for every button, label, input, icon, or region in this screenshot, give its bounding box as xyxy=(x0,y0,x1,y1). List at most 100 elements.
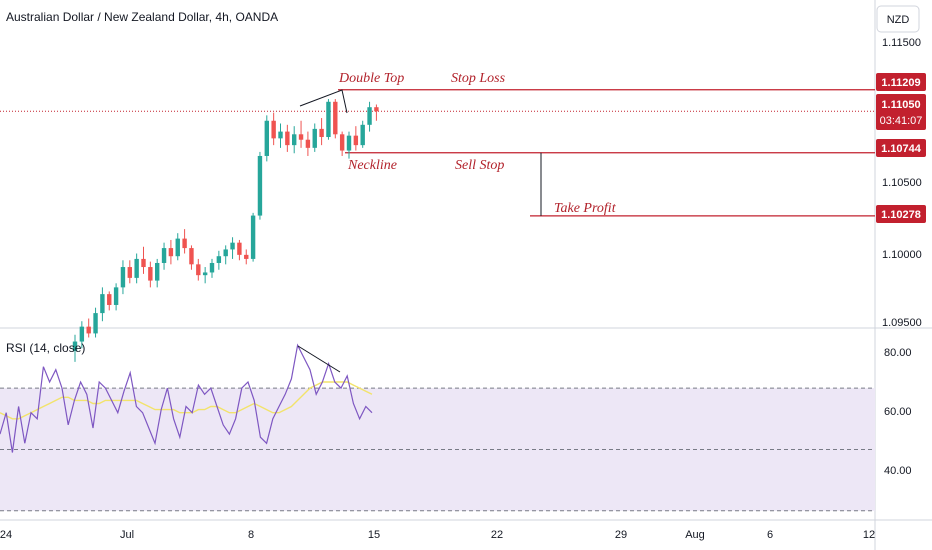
candle-body xyxy=(79,326,85,342)
candle-body xyxy=(346,135,352,151)
candle[interactable] xyxy=(339,131,345,156)
levels-layer xyxy=(0,89,875,217)
candle-body xyxy=(216,256,222,263)
price-tick-1.10000: 1.10000 xyxy=(882,249,922,261)
candle[interactable] xyxy=(353,126,359,151)
candle[interactable] xyxy=(360,120,365,148)
candle[interactable] xyxy=(127,260,132,284)
candle-body xyxy=(374,107,379,112)
take-profit-label: Take Profit xyxy=(554,201,617,216)
candle[interactable] xyxy=(257,151,263,220)
candle[interactable] xyxy=(250,212,256,262)
candle[interactable] xyxy=(367,101,372,132)
candle[interactable] xyxy=(113,283,119,311)
rsi-tick-40: 40.00 xyxy=(884,465,912,477)
candle-body xyxy=(189,248,194,265)
candle[interactable] xyxy=(271,112,276,146)
candle[interactable] xyxy=(196,258,201,281)
candle[interactable] xyxy=(72,334,78,362)
candle-body xyxy=(155,262,160,281)
candle[interactable] xyxy=(292,126,297,154)
candle[interactable] xyxy=(86,318,91,338)
candle[interactable] xyxy=(326,99,331,140)
candle[interactable] xyxy=(93,307,98,338)
candle-body xyxy=(305,139,311,148)
neckline-price: 1.10744 xyxy=(881,143,922,155)
candle-body xyxy=(175,238,180,257)
drawings-layer xyxy=(297,89,348,373)
candle-body xyxy=(168,248,174,257)
candle[interactable] xyxy=(168,239,174,265)
candle[interactable] xyxy=(100,287,105,322)
candle-body xyxy=(237,242,242,255)
double-top-label: Double Top xyxy=(338,71,404,86)
candle-body xyxy=(339,134,345,151)
candle-body xyxy=(360,124,365,146)
candle[interactable] xyxy=(148,261,153,288)
candle[interactable] xyxy=(134,253,139,284)
candle[interactable] xyxy=(107,291,112,311)
candle[interactable] xyxy=(182,229,187,254)
price-tick-1.11500: 1.11500 xyxy=(882,37,921,49)
currency-badge[interactable]: NZD xyxy=(876,5,920,33)
candle-body xyxy=(244,254,249,259)
candle[interactable] xyxy=(141,246,146,274)
candle[interactable] xyxy=(374,104,379,121)
candle-body xyxy=(278,131,283,139)
x-tick-15: 15 xyxy=(368,529,380,541)
neckline-price-tag: 1.10744 xyxy=(876,139,926,157)
candle[interactable] xyxy=(202,267,208,284)
candle[interactable] xyxy=(120,260,126,295)
candle-body xyxy=(100,294,105,314)
candle-body xyxy=(107,294,112,305)
current-price: 1.11050 xyxy=(881,99,920,111)
candle-body xyxy=(161,248,167,263)
candle-body xyxy=(298,134,304,140)
x-tick-12: 12 xyxy=(863,529,875,541)
current-price-tag: 1.11050 03:41:07 xyxy=(876,94,926,130)
candle[interactable] xyxy=(264,115,269,162)
candle[interactable] xyxy=(237,239,242,261)
x-tick-jul: Jul xyxy=(120,529,134,541)
candle[interactable] xyxy=(216,250,222,270)
candle[interactable] xyxy=(346,131,352,159)
candle-body xyxy=(182,238,187,249)
candles-layer[interactable] xyxy=(72,99,379,362)
x-tick-6: 6 xyxy=(767,529,773,541)
candle[interactable] xyxy=(223,245,228,265)
candle[interactable] xyxy=(189,245,194,270)
neckline-label: Neckline xyxy=(347,158,397,173)
candle[interactable] xyxy=(79,321,85,349)
candle[interactable] xyxy=(161,242,167,270)
candle-body xyxy=(367,107,372,125)
candle[interactable] xyxy=(209,258,215,278)
rsi-line xyxy=(0,343,373,453)
candle[interactable] xyxy=(319,118,324,146)
candle[interactable] xyxy=(305,131,311,156)
candle[interactable] xyxy=(312,123,317,152)
candle-body xyxy=(319,128,324,138)
rsi-ma-line xyxy=(0,381,373,420)
candle[interactable] xyxy=(175,233,180,261)
candle[interactable] xyxy=(230,237,235,259)
candle-body xyxy=(285,131,290,146)
x-tick-29: 29 xyxy=(615,529,627,541)
rsi-tick-60: 60.00 xyxy=(884,406,912,418)
take-profit-price-tag: 1.10278 xyxy=(876,205,926,223)
candle[interactable] xyxy=(278,123,283,148)
candle-body xyxy=(134,258,139,278)
candle-body xyxy=(209,262,215,273)
candle[interactable] xyxy=(244,249,249,265)
candle[interactable] xyxy=(155,258,160,288)
currency-badge-label: NZD xyxy=(887,14,910,26)
take-profit-price: 1.10278 xyxy=(881,209,921,221)
rsi-label: RSI (14, close) xyxy=(6,341,85,355)
candle[interactable] xyxy=(285,124,290,152)
double-top-sketch xyxy=(299,89,348,114)
candle[interactable] xyxy=(298,120,304,148)
countdown: 03:41:07 xyxy=(880,115,923,127)
rsi-divergence-line xyxy=(297,345,341,373)
candle[interactable] xyxy=(333,99,338,139)
